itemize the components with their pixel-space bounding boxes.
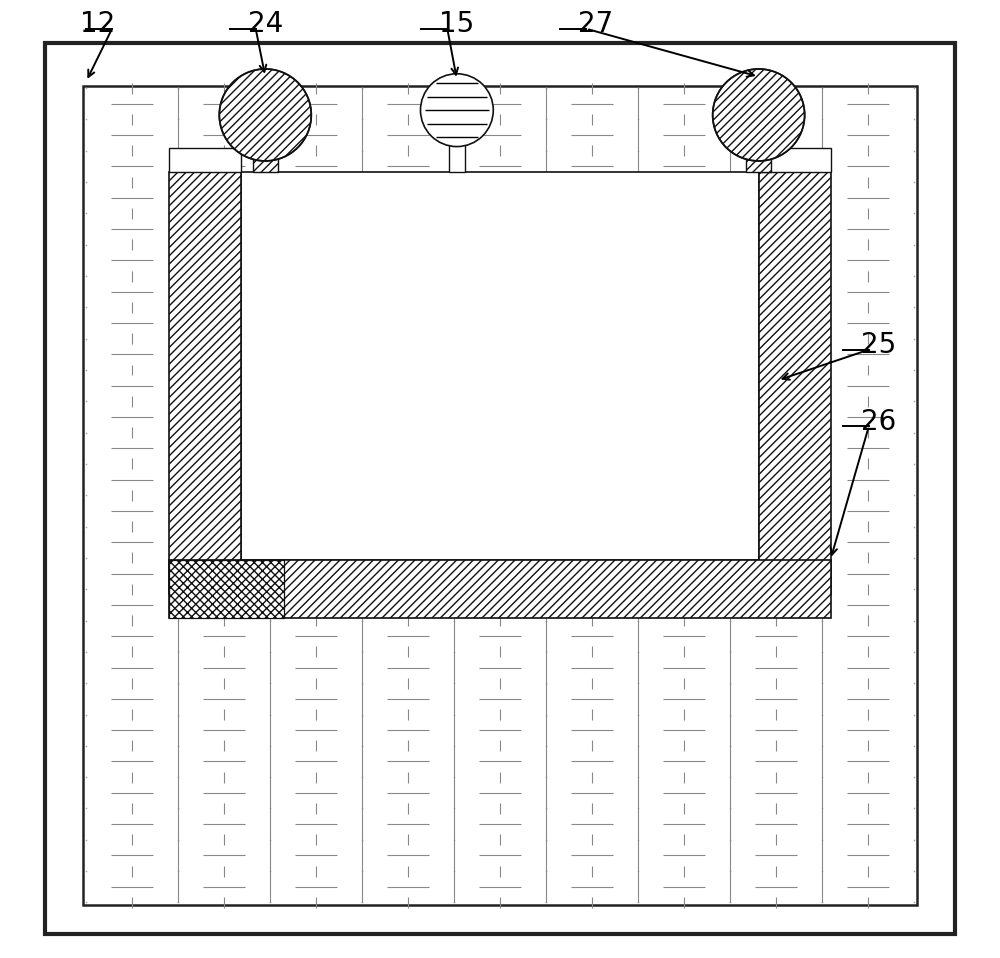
Text: 12: 12 [80, 10, 115, 38]
Bar [746, 113, 771, 172]
Bar [759, 148, 831, 172]
Text: 15: 15 [439, 10, 475, 38]
Circle shape [420, 74, 493, 147]
Bar [253, 113, 278, 172]
Bar [169, 560, 831, 618]
Text: 25: 25 [861, 331, 896, 359]
Text: 26: 26 [861, 407, 896, 436]
Bar [169, 148, 241, 172]
Bar [169, 560, 284, 618]
Bar [169, 172, 241, 594]
Wedge shape [713, 69, 805, 161]
Bar [759, 172, 831, 594]
Bar [241, 172, 759, 560]
Text: 27: 27 [578, 10, 613, 38]
Bar [449, 110, 465, 172]
Wedge shape [219, 69, 311, 161]
Text: 24: 24 [248, 10, 283, 38]
Bar [83, 86, 917, 905]
